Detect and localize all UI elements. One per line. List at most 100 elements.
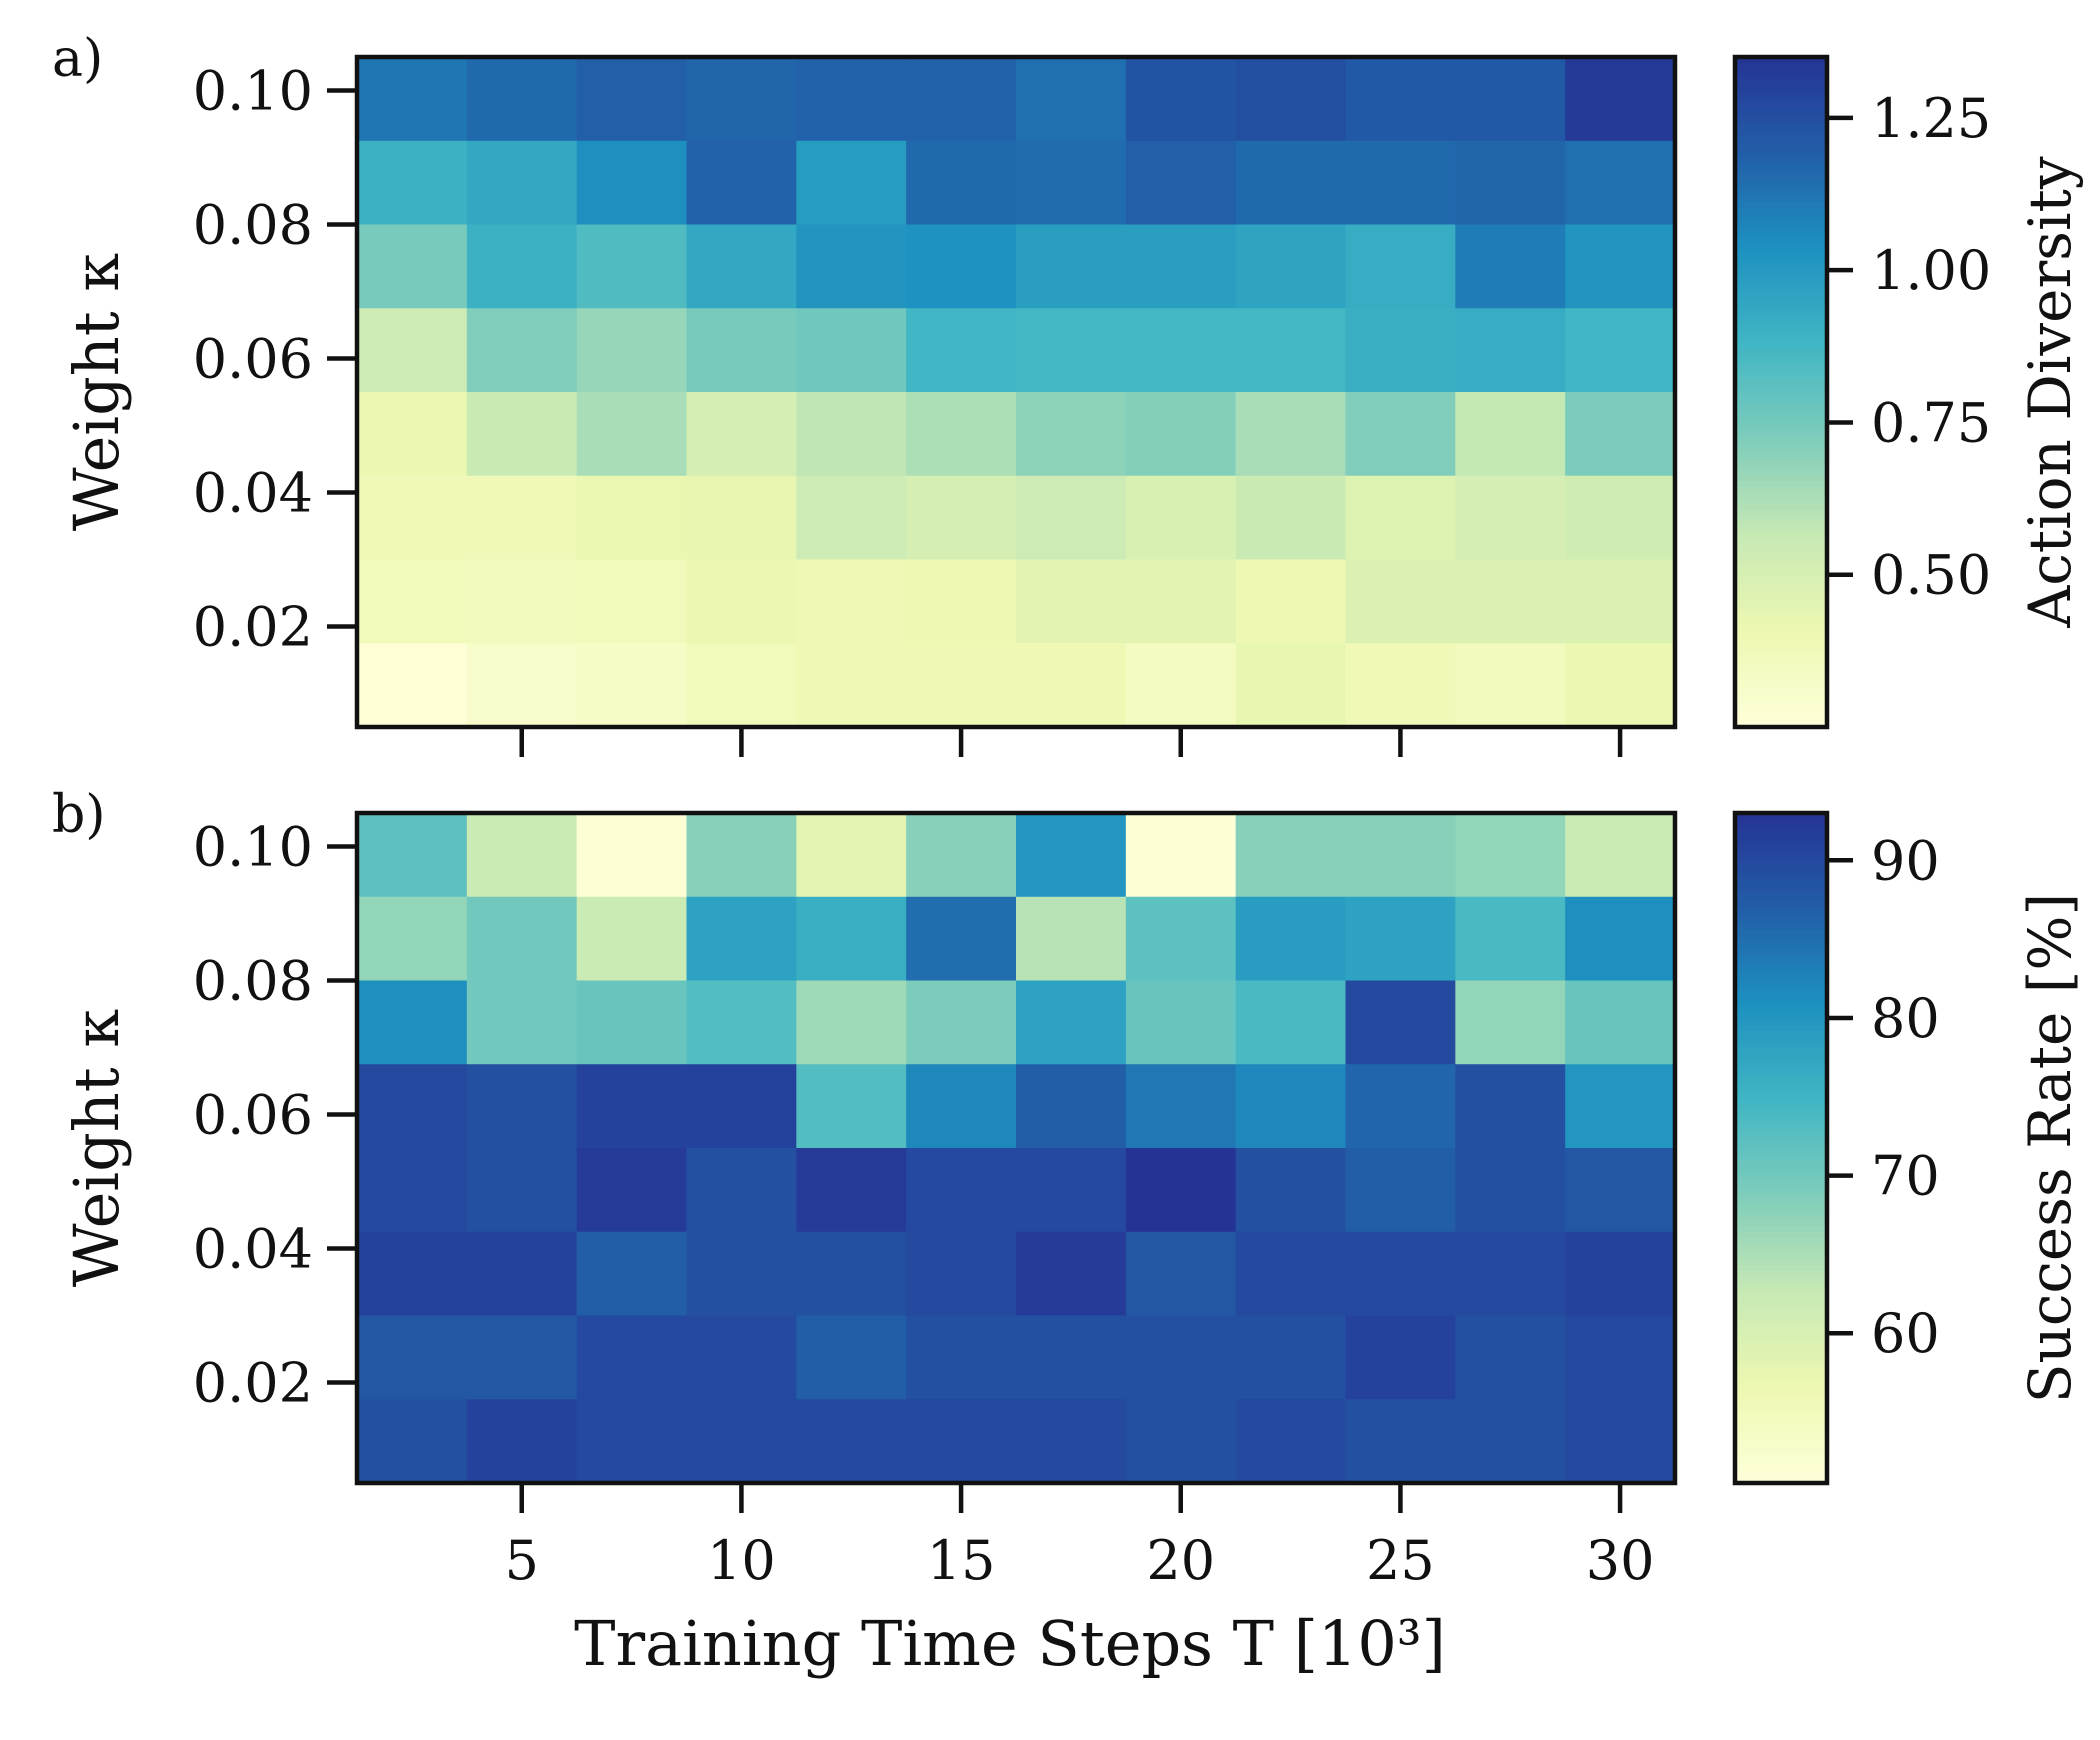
colorbar-segment [1735, 846, 1827, 853]
colorbar-segment [1735, 218, 1827, 226]
x-tick-label: 25 [1366, 1529, 1435, 1592]
colorbar-segment [1735, 676, 1827, 684]
colorbar-segment [1735, 503, 1827, 511]
colorbar-segment [1735, 980, 1827, 987]
colorbar-segment [1735, 403, 1827, 410]
heatmap-cell [1016, 475, 1127, 561]
colorbar-segment [1735, 1187, 1827, 1194]
colorbar-segment [1735, 475, 1827, 483]
colorbar-segment [1735, 1242, 1827, 1250]
heatmap-cell [1016, 1399, 1127, 1484]
heatmap-cell [466, 308, 578, 393]
colorbar-segment [1735, 235, 1827, 243]
colorbar-segment [1735, 852, 1827, 859]
colorbar-segment [1735, 73, 1827, 81]
colorbar-segment [1735, 941, 1827, 948]
colorbar-segment [1735, 79, 1827, 86]
colorbar-segment [1735, 1120, 1827, 1127]
heatmap-cell [1125, 1064, 1237, 1149]
heatmap-cell [1565, 1399, 1676, 1484]
colorbar-segment [1735, 1081, 1827, 1088]
colorbar-segment [1735, 531, 1827, 538]
y-tick-label: 0.10 [193, 816, 313, 879]
heatmap-cell [1235, 1064, 1347, 1149]
colorbar-segment [1735, 919, 1827, 926]
x-tick-label: 30 [1586, 1529, 1655, 1592]
heatmap-cell [686, 1064, 797, 1149]
heatmap-cell [357, 559, 468, 644]
heatmap-cell [1345, 980, 1456, 1065]
colorbar-segment [1735, 252, 1827, 259]
colorbar-segment [1735, 620, 1827, 628]
colorbar-segment [1735, 1203, 1827, 1211]
colorbar-segment [1735, 1466, 1827, 1473]
heatmap-cell [1235, 1399, 1347, 1484]
colorbar-segment [1735, 907, 1827, 915]
colorbar-segment [1735, 587, 1827, 594]
heatmap-cell [1565, 813, 1676, 898]
y-axis-ticks-a: 0.10 0.08 0.06 0.04 0.02 [193, 60, 357, 659]
colorbar-segment [1735, 1209, 1827, 1216]
colorbar-segment [1735, 1231, 1827, 1239]
colorbar-segment [1735, 1304, 1827, 1311]
heatmap-cell [576, 224, 688, 309]
heatmap-cell [1125, 896, 1237, 982]
heatmap-cell [576, 475, 688, 561]
colorbar-segment [1735, 174, 1827, 181]
heatmap-cell [1345, 813, 1456, 898]
colorbar-segment [1735, 687, 1827, 695]
colorbar-segment [1735, 1248, 1827, 1255]
colorbar-segment [1735, 1477, 1827, 1484]
colorbar-segment [1735, 693, 1827, 700]
heatmap-cell [686, 1231, 797, 1317]
colorbar-segment [1735, 520, 1827, 527]
colorbar-segment [1735, 1349, 1827, 1356]
heatmap-cell [466, 643, 578, 728]
colorbar-segment [1735, 1041, 1827, 1049]
heatmap-cell [796, 224, 907, 309]
colorbar-segment [1735, 1164, 1827, 1172]
heatmap-cell [357, 224, 468, 309]
heatmap-cells-a [357, 57, 1676, 728]
heatmap-cell [1455, 308, 1566, 393]
heatmap-cell [1125, 392, 1237, 477]
heatmap-cell [1565, 1231, 1676, 1317]
colorbar-segment [1735, 1410, 1827, 1417]
colorbar-segment [1735, 1449, 1827, 1456]
colorbar-segment [1735, 285, 1827, 293]
colorbar-segment [1735, 1371, 1827, 1378]
colorbar-segment [1735, 604, 1827, 611]
heatmap-cell [1565, 643, 1676, 728]
colorbar-segment [1735, 947, 1827, 954]
y-tick-label: 0.06 [193, 328, 313, 391]
heatmap-cell [906, 308, 1017, 393]
colorbar-label-b: Success Rate [%] [2016, 893, 2084, 1403]
colorbar-segment [1735, 1069, 1827, 1077]
colorbar-segment [1735, 481, 1827, 488]
heatmap-cell [576, 1315, 688, 1400]
heatmap-cell [906, 475, 1017, 561]
heatmap-cell [796, 475, 907, 561]
plot-frame-b [354, 810, 1678, 1486]
colorbar-segment [1735, 313, 1827, 321]
y-tick-label: 0.10 [193, 60, 313, 123]
heatmap-cell [796, 392, 907, 477]
heatmap-cell [1345, 308, 1456, 393]
heatmap-cell [1235, 980, 1347, 1065]
x-axis-label: Training Time Steps T [10³] [574, 1607, 1446, 1680]
colorbar-segment [1735, 935, 1827, 943]
colorbar-tick-label: 0.75 [1871, 391, 1991, 454]
heatmap-cell [1455, 57, 1566, 142]
heatmap-cell [1565, 392, 1676, 477]
colorbar-segment [1735, 486, 1827, 494]
colorbar-segment [1735, 191, 1827, 198]
colorbar-segment [1735, 241, 1827, 248]
heatmap-cell [466, 475, 578, 561]
heatmap-cell [1455, 224, 1566, 309]
y-tick-label: 0.04 [193, 1218, 313, 1281]
colorbar-segment [1735, 124, 1827, 131]
colorbar-segment [1735, 380, 1827, 388]
heatmap-cell [576, 140, 688, 226]
colorbar-segment [1735, 1036, 1827, 1043]
heatmap-cell [1016, 813, 1127, 898]
